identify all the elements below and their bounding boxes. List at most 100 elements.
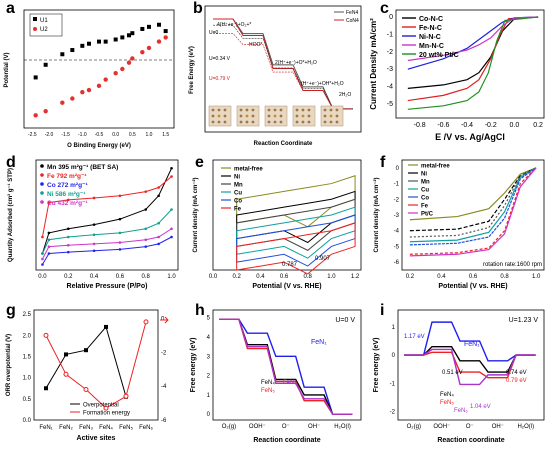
series-line [42, 228, 172, 260]
data-point [64, 352, 68, 357]
x-axis-label: Potential (V vs. RHE) [252, 283, 321, 290]
plot-frame [395, 9, 545, 119]
atom-icon [245, 120, 249, 124]
data-point [47, 231, 51, 235]
x-axis-label: Reaction coordinate [253, 437, 320, 444]
atom-icon [329, 120, 333, 124]
data-point [118, 217, 122, 221]
data-point [47, 238, 51, 242]
atom-icon [211, 114, 215, 118]
x-tick-label: 0.0 [510, 122, 520, 129]
y-tick-label: 0 [207, 412, 211, 418]
atom-icon [301, 120, 305, 124]
panel-e-chart: 0.0 0.2 0.4 0.6 0.8 1.0 1.2 metal-free Ni Mn Cu Co… [192, 159, 362, 290]
annotation-u034: U=0.34 V [209, 56, 231, 62]
atom-icon [211, 120, 215, 124]
legend-label: Co 272 m²g⁻¹ [47, 182, 88, 189]
x-axis-label: Relative Pressure (P/Po) [67, 283, 148, 290]
annotation-hoo: HOO* [249, 42, 262, 48]
atom-icon [295, 108, 299, 112]
annotation-rotation: rotation rate:1600 rpm [483, 262, 542, 268]
plot-frame [23, 9, 175, 129]
data-point [118, 241, 122, 244]
legend-label: Co [421, 196, 429, 202]
annotation-start: 4(H⁺+e⁻)+O₂+* [217, 22, 251, 28]
panel-label-f: f [380, 154, 386, 171]
legend-label: Fe 792 m²g⁻¹ [47, 173, 87, 180]
label-fen4: FeN₄ [440, 392, 454, 398]
x-tick-label: H₂O(l) [334, 424, 351, 430]
data-point [47, 245, 51, 248]
panel-d: d 0.0 0.2 0.4 0.6 0.8 1.0 Mn 395 m²g⁻¹ (BET S… [0, 150, 183, 300]
data-point-u2 [96, 83, 102, 89]
label-fen5: FeN₅ [261, 388, 275, 394]
x-tick-label: 0.8 [500, 274, 509, 280]
data-point-u1 [147, 24, 151, 29]
plot-frame [33, 309, 159, 421]
series-line [409, 167, 537, 221]
x-tick-label: O₂(g) [222, 424, 236, 430]
series-line [219, 318, 353, 415]
y-axis-label: Current density (mA cm⁻²) [192, 178, 199, 253]
data-point-u1 [33, 75, 38, 80]
legend-label: metal-free [421, 164, 450, 170]
y-tick-label: -3 [387, 66, 393, 73]
x-tick-label: FeN₄ [99, 425, 113, 431]
y-tick-label: -1 [390, 381, 396, 387]
data-point [170, 166, 173, 170]
y-axis-label: Free Energy (eV) [189, 46, 195, 94]
legend-label: Cu [421, 188, 429, 194]
data-point [43, 332, 49, 338]
legend-label-u1: U1 [40, 18, 48, 24]
series-loop [236, 175, 356, 228]
x-axis-label: Reaction Coordinate [254, 141, 313, 147]
annotation-0907: 0.907 [315, 256, 331, 262]
x-tick-label: O⁻ [282, 424, 290, 430]
series-line [41, 176, 172, 238]
annotation-u079: U=0.79 V [209, 76, 231, 82]
data-point [144, 238, 148, 242]
x-tick-label: OOH⁻ [433, 424, 450, 430]
potential-shifted-line [213, 24, 353, 110]
x-tick-label: -0.6 [437, 122, 449, 129]
series-loop [236, 214, 356, 267]
data-point-u2 [146, 45, 152, 51]
x-tick-label: 1.0 [146, 132, 153, 138]
panel-d-chart: 0.0 0.2 0.4 0.6 0.8 1.0 Mn 395 m²g⁻¹ (BET SA)… [7, 159, 179, 290]
y-tick-label: 0.5 [23, 397, 32, 403]
data-point-u2 [156, 39, 162, 44]
panel-i: i O₂(g) OOH⁻ O⁻ OH⁻ H₂O(l) -2 -1 0 1 U=1.23 V F… [366, 300, 550, 446]
atom-icon [273, 108, 277, 112]
data-point [92, 242, 96, 246]
y2-tick-label: -2 [161, 350, 167, 356]
x-tick-label: -2.0 [45, 132, 54, 138]
data-point [118, 231, 122, 235]
atom-icon [239, 108, 243, 112]
atom-icon [323, 114, 327, 118]
data-point-u1 [130, 31, 135, 36]
atom-icon [217, 114, 221, 118]
x-tick-label: 0.2 [64, 274, 73, 280]
y-tick-label: 0 [396, 166, 400, 172]
data-point-u1 [60, 52, 65, 57]
data-point-u1 [163, 29, 168, 34]
panel-label-i: i [380, 302, 385, 319]
panel-b: b 4(H⁺+e⁻)+O₂+* HOO* 2(H⁺+e⁻)+O*+H₂O (H⁺… [183, 0, 366, 150]
data-point [157, 194, 160, 198]
legend-label: Mn [421, 180, 430, 186]
y-tick-label: 1.0 [23, 376, 32, 382]
legend-marker [40, 191, 44, 195]
x-tick-label: OH⁻ [492, 424, 504, 430]
panel-label-d: d [6, 154, 16, 171]
data-point [157, 221, 160, 225]
data-point-u2 [80, 89, 85, 95]
y2-tick-label: -6 [161, 418, 167, 424]
atom-icon [279, 108, 283, 112]
legend-marker [40, 200, 44, 204]
data-point [104, 324, 108, 329]
legend-label: Fe [421, 204, 429, 210]
series-line [219, 318, 353, 415]
plot-frame [401, 159, 545, 271]
x-axis-label: Potential (V vs. RHE) [438, 283, 507, 290]
x-tick-label: 0.6 [116, 274, 125, 280]
